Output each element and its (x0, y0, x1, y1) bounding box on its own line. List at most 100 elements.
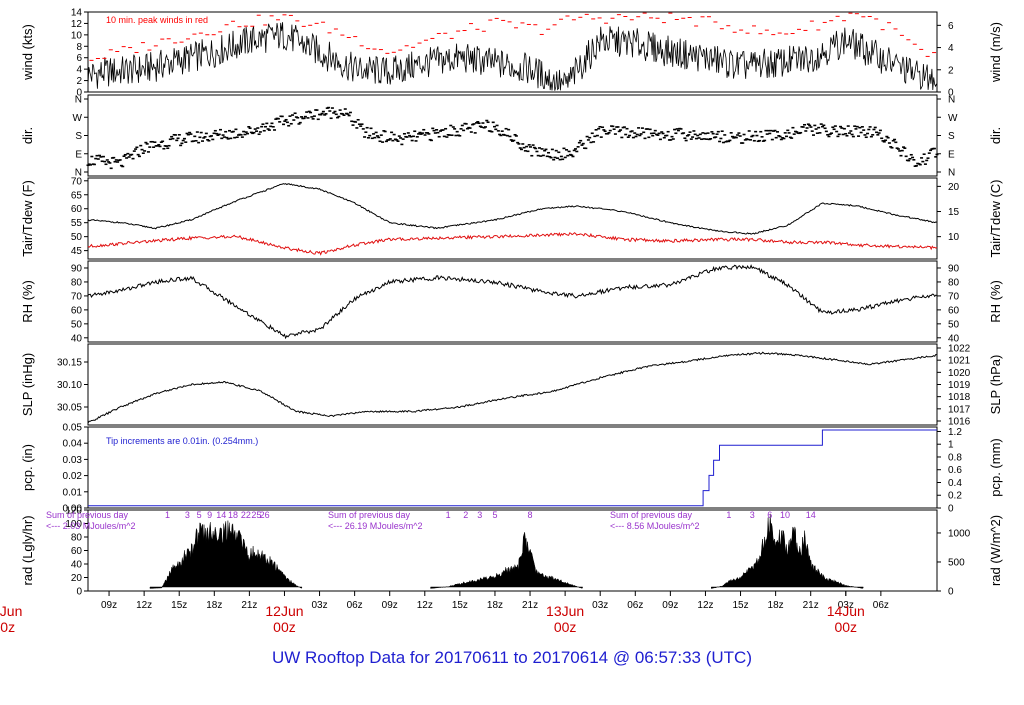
rad-daily-sum-title: Sum of previous day (610, 510, 693, 520)
pcp-ytick-label: 0.02 (63, 471, 83, 482)
slp-series-line (87, 351, 938, 424)
wind-rtick-label: 0 (948, 88, 954, 99)
wind-ytick-label: 4 (76, 65, 82, 76)
rad-hour-label: 10 (780, 510, 790, 520)
slp-rtick-label: 1016 (948, 417, 971, 428)
rh-rtick-label: 40 (948, 333, 960, 344)
wind-ytick-label: 6 (76, 53, 82, 64)
day-sub-label: 00z (554, 619, 577, 635)
pcp-ytick-label: 0.04 (63, 439, 83, 450)
pcp-rtick-label: 0.2 (948, 491, 962, 502)
rad-ytick-label: 60 (71, 546, 83, 557)
pcp-ylabel: pcp. (in) (20, 444, 35, 491)
pcp-rtick-label: 1.2 (948, 427, 962, 438)
rad-hour-label: 9 (207, 510, 212, 520)
day-label: 13Jun (546, 603, 584, 619)
rh-ytick-label: 60 (71, 305, 83, 316)
wind-ylabel: wind (kts) (20, 24, 35, 81)
dir-ylabel: dir. (20, 127, 35, 144)
rh-ytick-label: 50 (71, 319, 83, 330)
pcp-ytick-label: 0.03 (63, 455, 83, 466)
time-tick-label: 21z (241, 600, 257, 611)
slp-ytick-label: 30.15 (57, 358, 82, 369)
time-tick-label: 15z (732, 600, 748, 611)
dir-ytick-label: W (73, 113, 83, 124)
day-sub-label: 00z (273, 619, 296, 635)
temp-frame (87, 177, 938, 260)
rad-daily-sum-title: Sum of previous day (46, 510, 129, 520)
day-label: 12Jun (265, 603, 303, 619)
slp-rtick-label: 1017 (948, 404, 971, 415)
rad-hour-label: 3 (750, 510, 755, 520)
wind-ytick-label: 14 (71, 8, 83, 19)
dir-ytick-label: S (75, 131, 82, 142)
time-tick-label: 12z (417, 600, 433, 611)
wind-annotation: 10 min. peak winds in red (106, 15, 208, 25)
slp-rtick-label: 1019 (948, 380, 971, 391)
pcp-rtick-label: 0.6 (948, 465, 962, 476)
rad-hour-label: 1 (446, 510, 451, 520)
rad-hour-label: 5 (197, 510, 202, 520)
temp-rtick-label: 10 (948, 232, 960, 243)
dir-rtick-label: W (948, 113, 958, 124)
wind-ylabel-right: wind (m/s) (988, 22, 1003, 83)
time-tick-label: 18z (768, 600, 784, 611)
dir-ylabel-right: dir. (988, 127, 1003, 144)
rad-hour-label: 1 (726, 510, 731, 520)
rh-ytick-label: 80 (71, 277, 83, 288)
rh-series-line (87, 264, 938, 340)
temp-ytick-label: 65 (71, 190, 83, 201)
dir-frame (87, 94, 938, 177)
temp-series-Tdew (87, 232, 938, 256)
time-tick-label: 15z (452, 600, 468, 611)
rad-hour-label: 3 (477, 510, 482, 520)
wind-ytick-label: 2 (76, 76, 82, 87)
pcp-rtick-label: 0 (948, 504, 954, 515)
wind-ytick-label: 12 (71, 19, 83, 30)
time-tick-label: 18z (487, 600, 503, 611)
wind-ytick-label: 10 (71, 30, 83, 41)
rad-series-area-day3 (711, 513, 864, 589)
temp-ytick-label: 45 (71, 246, 83, 257)
time-tick-label: 21z (522, 600, 538, 611)
wind-rtick-label: 2 (948, 65, 954, 76)
rad-ytick-label: 120 (65, 506, 82, 517)
rad-ytick-label: 80 (71, 533, 83, 544)
rad-hour-label: 22 (241, 510, 251, 520)
day-label: 14Jun (827, 603, 865, 619)
dir-rtick-label: E (948, 149, 955, 160)
time-tick-label: 15z (171, 600, 187, 611)
rh-frame (87, 260, 938, 343)
rad-hour-label: 14 (216, 510, 226, 520)
rad-hour-label: 18 (228, 510, 238, 520)
rh-rtick-label: 80 (948, 277, 960, 288)
time-tick-label: 09z (101, 600, 117, 611)
rh-ylabel-right: RH (%) (988, 280, 1003, 323)
temp-ylabel: Tair/Tdew (F) (20, 180, 35, 257)
slp-ylabel-right: SLP (hPa) (988, 355, 1003, 415)
rad-hour-label: 3 (185, 510, 190, 520)
pcp-series-line (88, 429, 937, 507)
rad-series-area-day2 (430, 532, 584, 589)
pcp-annotation: Tip increments are 0.01in. (0.254mm.) (106, 436, 258, 446)
temp-series-Tair (87, 183, 938, 235)
dir-rtick-label: N (948, 168, 955, 179)
rad-daily-sum-value: <--- 8.56 MJoules/m^2 (610, 521, 700, 531)
slp-rtick-label: 1018 (948, 392, 971, 403)
rad-rtick-label: 0 (948, 587, 954, 598)
dir-ytick-label: N (75, 95, 82, 106)
rad-hour-label: 26 (260, 510, 270, 520)
slp-ytick-label: 30.10 (57, 380, 82, 391)
slp-ylabel: SLP (inHg) (20, 353, 35, 416)
dir-rtick-label: S (948, 131, 955, 142)
rh-ylabel: RH (%) (20, 280, 35, 323)
wind-frame (87, 11, 938, 93)
time-tick-label: 09z (382, 600, 398, 611)
rad-hour-label: 6 (767, 510, 772, 520)
rad-hour-label: 25 (251, 510, 261, 520)
slp-rtick-label: 1022 (948, 344, 971, 355)
pcp-ytick-label: 0.05 (63, 423, 83, 434)
pcp-ytick-label: 0.00 (63, 504, 83, 515)
wind-ytick-label: 8 (76, 42, 82, 53)
